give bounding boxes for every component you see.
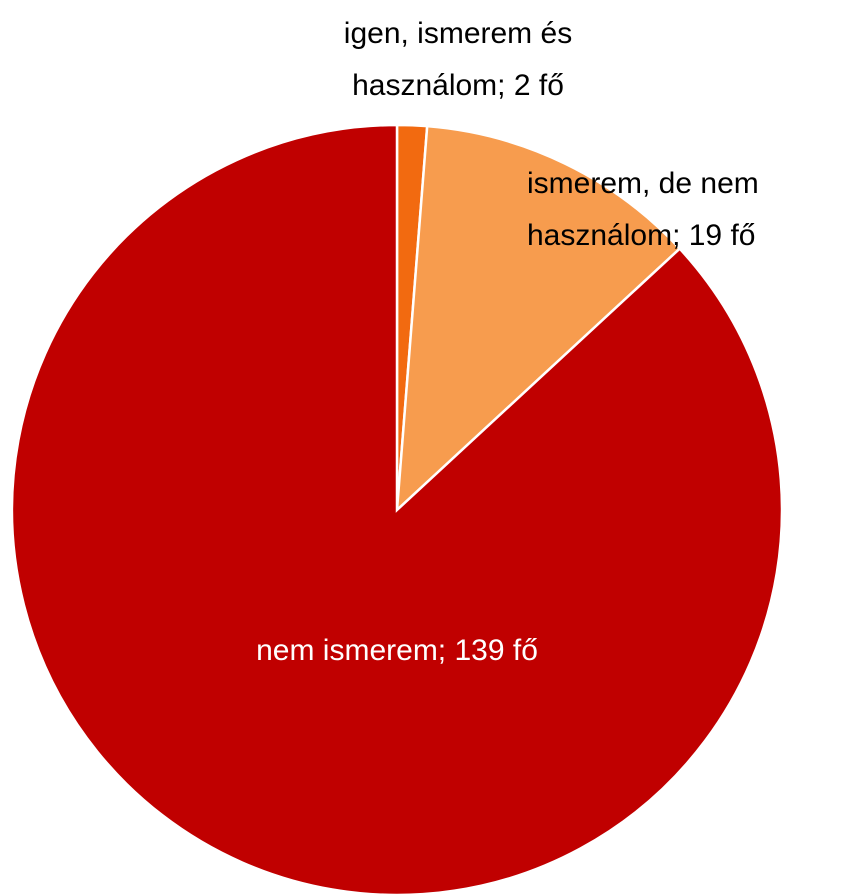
data-label: ismerem, de nem	[527, 167, 759, 200]
data-label: nem ismerem; 139 fő	[256, 634, 538, 667]
data-label: használom; 19 fő	[527, 219, 755, 252]
pie-slice	[10, 123, 784, 894]
data-label: igen, ismerem és	[344, 17, 572, 50]
pie-slice	[395, 124, 682, 514]
data-label: használom; 2 fő	[352, 69, 564, 102]
